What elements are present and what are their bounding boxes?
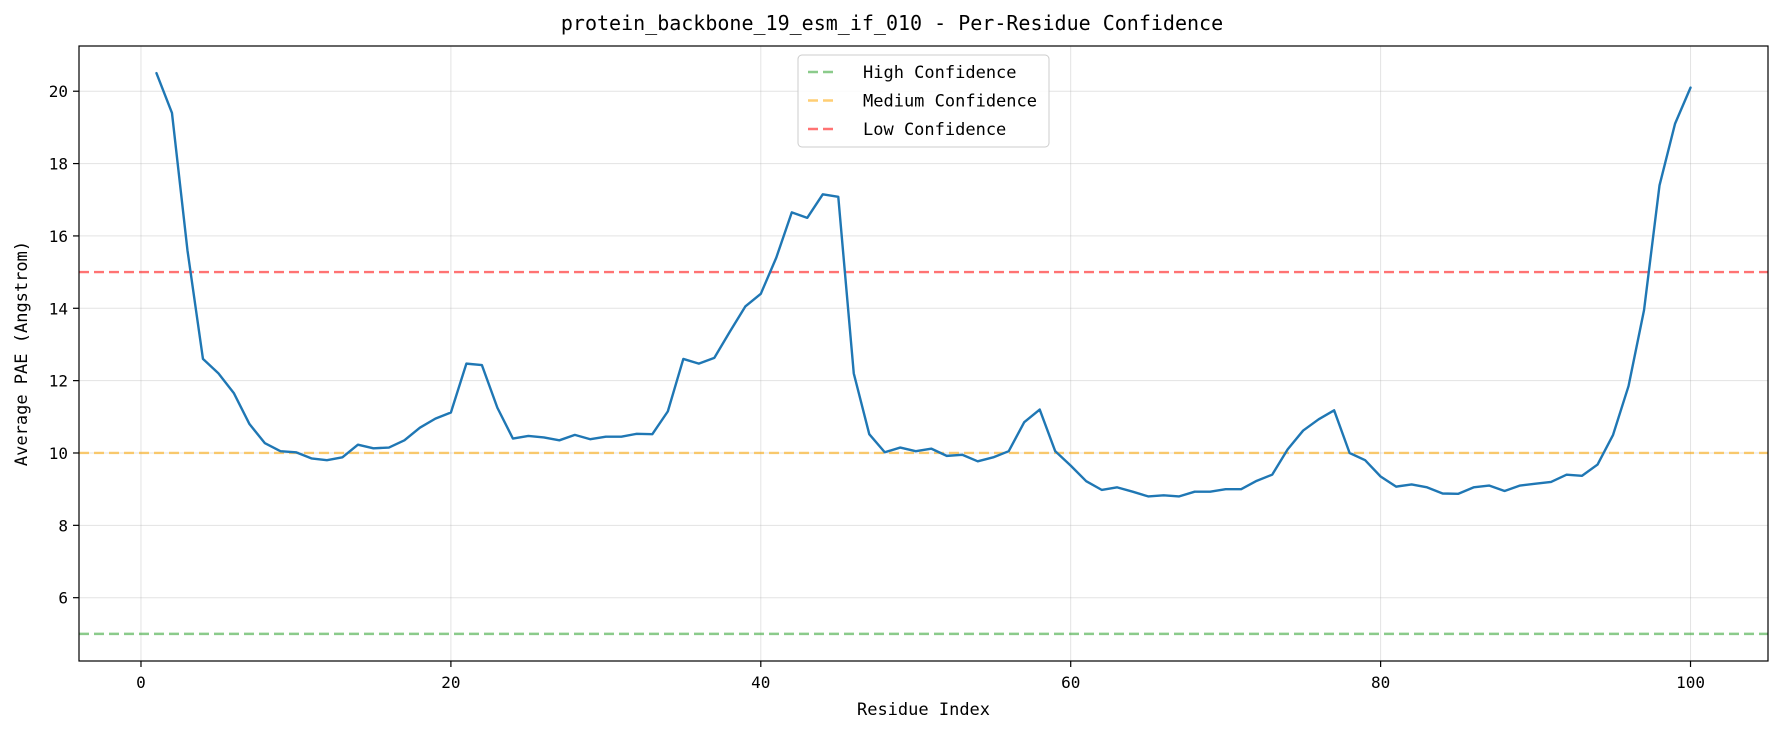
legend-box: [797, 54, 1050, 148]
x-axis-ticks: 0 20 40 60 80 100: [136, 661, 1705, 692]
y-tick-label: 18: [49, 155, 68, 174]
legend: High Confidence Medium Confidence Low Conf…: [797, 54, 1050, 148]
x-tick-label: 20: [441, 673, 460, 692]
y-axis-ticks: 6 8 10 12 14 16 18 20: [49, 82, 79, 608]
series-layer: [155, 71, 1692, 498]
y-tick-label: 6: [58, 589, 68, 608]
y-tick-label: 10: [49, 444, 68, 463]
legend-label: High Confidence: [863, 63, 1017, 83]
series-line: [155, 71, 1692, 498]
legend-label: Medium Confidence: [863, 92, 1037, 112]
y-tick-label: 12: [49, 372, 68, 391]
plot-frame: [78, 45, 1769, 662]
x-tick-label: 60: [1061, 673, 1080, 692]
reference-lines: [79, 270, 1768, 636]
y-tick-label: 8: [58, 516, 68, 535]
x-tick-label: 0: [136, 673, 146, 692]
y-tick-label: 14: [49, 299, 68, 318]
y-tick-label: 20: [49, 82, 68, 101]
y-tick-label: 16: [49, 227, 68, 246]
x-axis-label: Residue Index: [857, 700, 990, 720]
legend-label: Low Confidence: [863, 120, 1006, 140]
x-tick-label: 80: [1371, 673, 1390, 692]
x-tick-label: 100: [1676, 673, 1705, 692]
y-axis-label: Average PAE (Angstrom): [12, 241, 32, 466]
chart-title: protein_backbone_19_esm_if_010 - Per-Res…: [561, 11, 1223, 35]
x-tick-label: 40: [751, 673, 770, 692]
